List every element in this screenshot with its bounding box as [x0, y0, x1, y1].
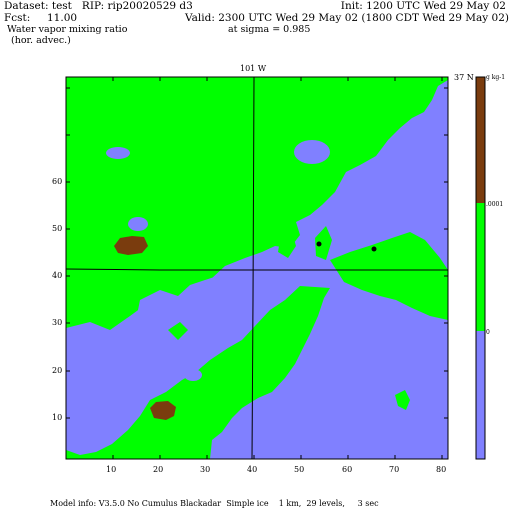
y-tick-label: 40 — [52, 271, 63, 280]
mid-moisture-patch — [376, 84, 400, 104]
mid-moisture-patch — [315, 226, 332, 260]
init-time-label: Init: 1200 UTC Wed 29 May 02 — [340, 0, 506, 12]
x-tick-label: 20 — [153, 465, 164, 474]
colorbar-unit-label: g kg-1 — [486, 74, 506, 81]
x-tick-label: 60 — [342, 465, 353, 474]
y-axis-ticks — [66, 87, 448, 419]
low-moisture-speck — [294, 140, 330, 164]
x-tick-label: 50 — [294, 465, 305, 474]
valid-time-label: Valid: 2300 UTC Wed 29 May 02 (1800 CDT … — [185, 12, 509, 24]
x-tick-label: 70 — [389, 465, 400, 474]
longitude-line-label: 101 W — [240, 64, 267, 73]
x-axis-ticks — [112, 77, 443, 459]
high-moisture-blob — [150, 401, 176, 420]
y-tick-label: 30 — [52, 318, 63, 327]
mid-moisture-patch — [395, 390, 410, 410]
sigma-level-label: at sigma = 0.985 — [228, 24, 311, 35]
field-name-label: Water vapor mixing ratio — [7, 24, 128, 35]
mid-moisture-patch — [278, 232, 296, 258]
low-moisture-speck — [128, 217, 148, 231]
forecast-hour-label: Fcst: 11.00 — [4, 12, 78, 24]
colorbar-high-segment — [476, 77, 485, 203]
y-tick-label: 10 — [52, 413, 63, 422]
y-tick-label: 60 — [52, 177, 63, 186]
low-moisture-tongue — [136, 266, 262, 372]
colorbar-label-threshold: .0001 — [486, 201, 504, 208]
colorbar-label-zero: 0 — [486, 329, 490, 336]
advection-label: (hor. advec.) — [11, 35, 71, 46]
x-tick-label: 10 — [106, 465, 117, 474]
high-moisture-dot — [316, 241, 322, 247]
low-moisture-speck — [184, 369, 202, 381]
mid-moisture-patch — [168, 322, 188, 340]
x-tick-label: 40 — [247, 465, 258, 474]
x-tick-label: 30 — [200, 465, 211, 474]
colorbar — [475, 76, 486, 460]
plot-frame — [65, 76, 449, 460]
y-tick-label: 50 — [52, 224, 63, 233]
colorbar-mid-segment — [476, 203, 485, 331]
low-moisture-speck — [81, 419, 97, 429]
colorbar-frame — [475, 76, 486, 460]
low-moisture-speck — [106, 147, 130, 159]
parallel-line — [65, 268, 448, 271]
colorbar-low-segment — [476, 331, 485, 459]
meridian-line — [251, 76, 255, 460]
moisture-field — [66, 77, 448, 459]
latitude-line-label: 37 N — [454, 73, 474, 82]
high-moisture-dot — [371, 246, 377, 252]
high-moisture-blob — [114, 236, 148, 255]
y-tick-label: 20 — [52, 366, 63, 375]
x-tick-label: 80 — [436, 465, 447, 474]
model-info-label: Model info: V3.5.0 No Cumulus Blackadar … — [50, 499, 379, 508]
low-moisture-speck — [136, 374, 154, 386]
mid-moisture-patch — [330, 232, 448, 320]
dataset-label: Dataset: test RIP: rip20020529 d3 — [4, 0, 193, 12]
